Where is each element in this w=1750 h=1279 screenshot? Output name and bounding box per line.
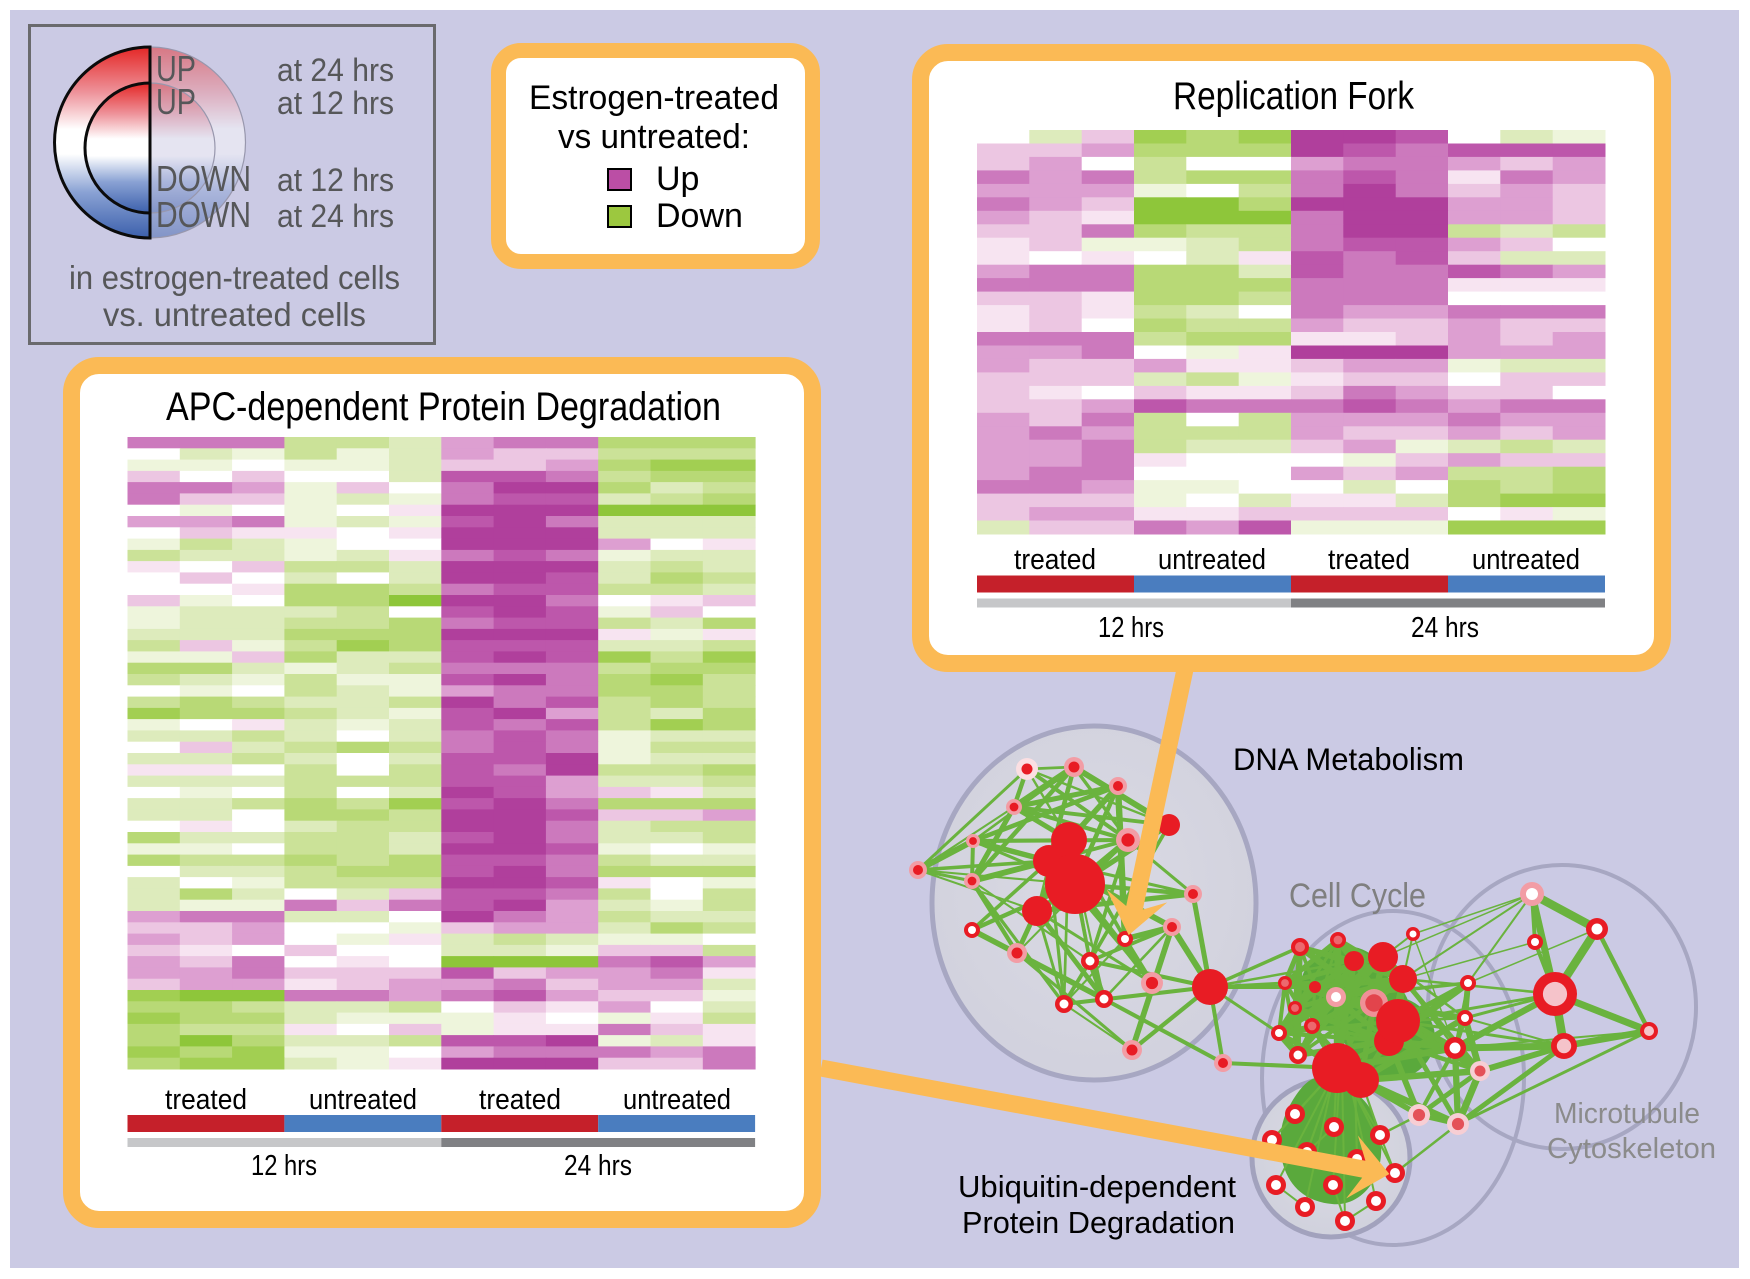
svg-text:DNA Metabolism: DNA Metabolism [1233,741,1464,777]
svg-text:at 24 hrs: at 24 hrs [277,198,394,234]
svg-text:24 hrs: 24 hrs [1411,612,1479,644]
svg-text:12 hrs: 12 hrs [251,1150,317,1182]
svg-text:treated: treated [1014,544,1096,576]
svg-text:treated: treated [1328,544,1410,576]
svg-text:untreated: untreated [1472,544,1580,576]
svg-text:24 hrs: 24 hrs [564,1150,632,1182]
svg-text:Microtubule: Microtubule [1554,1098,1700,1130]
svg-text:untreated: untreated [309,1084,417,1116]
svg-text:in estrogen-treated cells: in estrogen-treated cells [69,260,400,297]
svg-text:UP: UP [156,81,196,122]
svg-text:Cytoskeleton: Cytoskeleton [1547,1133,1716,1165]
svg-text:treated: treated [479,1084,561,1116]
svg-text:12 hrs: 12 hrs [1098,612,1164,644]
svg-text:at 12 hrs: at 12 hrs [277,162,394,198]
svg-text:untreated: untreated [1158,544,1266,576]
svg-text:Up: Up [656,160,699,198]
svg-text:at 12 hrs: at 12 hrs [277,85,394,121]
svg-text:Down: Down [656,197,743,235]
svg-text:Estrogen-treated: Estrogen-treated [529,79,779,117]
svg-text:Ubiquitin-dependent: Ubiquitin-dependent [958,1169,1236,1204]
svg-text:treated: treated [165,1084,247,1116]
svg-text:vs untreated:: vs untreated: [558,118,750,156]
svg-text:untreated: untreated [623,1084,731,1116]
svg-text:vs. untreated cells: vs. untreated cells [103,297,366,334]
svg-text:Protein Degradation: Protein Degradation [962,1205,1235,1240]
svg-text:Replication Fork: Replication Fork [1173,75,1415,118]
svg-text:APC-dependent Protein Degradat: APC-dependent Protein Degradation [166,385,721,429]
svg-text:UP: UP [156,48,196,89]
svg-text:DOWN: DOWN [156,194,251,235]
svg-text:at 24 hrs: at 24 hrs [277,52,394,88]
svg-text:Cell Cycle: Cell Cycle [1289,877,1426,915]
svg-text:DOWN: DOWN [156,158,251,199]
